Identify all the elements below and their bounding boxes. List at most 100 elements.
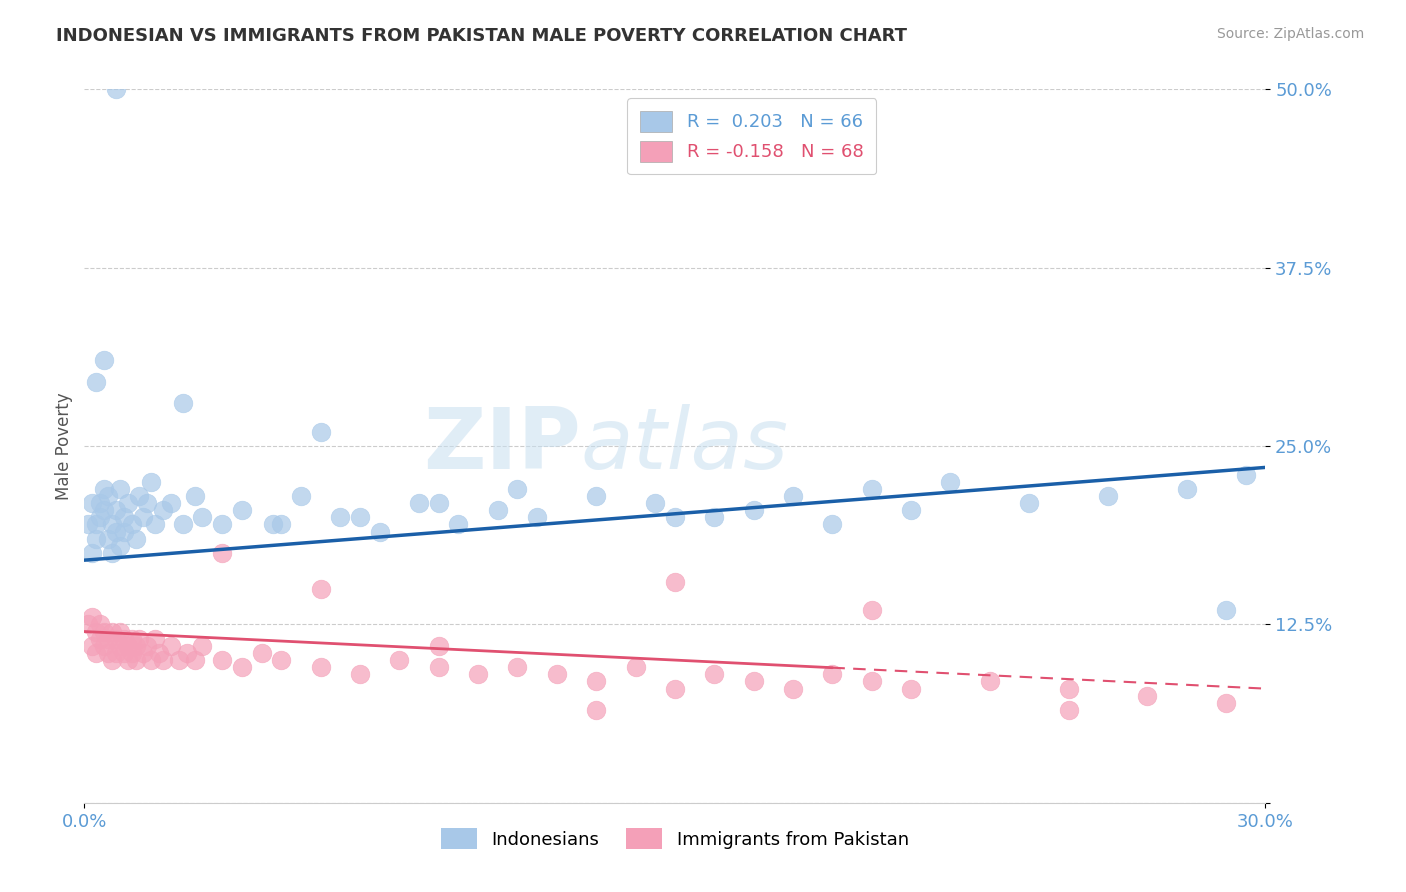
Point xyxy=(309,425,332,439)
Point xyxy=(309,660,332,674)
Point xyxy=(742,674,765,689)
Point xyxy=(368,524,391,539)
Point xyxy=(84,517,107,532)
Point xyxy=(939,475,962,489)
Point xyxy=(89,617,111,632)
Point xyxy=(160,496,183,510)
Point xyxy=(860,482,883,496)
Text: atlas: atlas xyxy=(581,404,789,488)
Point xyxy=(167,653,190,667)
Point xyxy=(309,582,332,596)
Point xyxy=(108,624,131,639)
Point xyxy=(121,632,143,646)
Point xyxy=(1215,603,1237,617)
Point xyxy=(231,660,253,674)
Point xyxy=(104,82,127,96)
Point xyxy=(152,653,174,667)
Point xyxy=(152,503,174,517)
Point xyxy=(136,496,159,510)
Point xyxy=(644,496,666,510)
Point xyxy=(112,510,135,524)
Point xyxy=(112,524,135,539)
Point xyxy=(782,489,804,503)
Point xyxy=(176,646,198,660)
Point xyxy=(664,681,686,696)
Point xyxy=(112,646,135,660)
Point xyxy=(104,503,127,517)
Point xyxy=(172,517,194,532)
Point xyxy=(408,496,430,510)
Point xyxy=(211,653,233,667)
Point xyxy=(290,489,312,503)
Point xyxy=(148,646,170,660)
Point xyxy=(97,532,120,546)
Point xyxy=(124,639,146,653)
Point xyxy=(101,653,124,667)
Point xyxy=(128,632,150,646)
Point xyxy=(183,489,205,503)
Point xyxy=(349,510,371,524)
Point xyxy=(104,524,127,539)
Text: Source: ZipAtlas.com: Source: ZipAtlas.com xyxy=(1216,27,1364,41)
Point xyxy=(124,532,146,546)
Point xyxy=(486,503,509,517)
Point xyxy=(427,639,450,653)
Point xyxy=(900,681,922,696)
Point xyxy=(84,646,107,660)
Point xyxy=(101,517,124,532)
Point xyxy=(172,396,194,410)
Point xyxy=(262,517,284,532)
Point xyxy=(526,510,548,524)
Point xyxy=(82,546,104,560)
Point xyxy=(427,496,450,510)
Point xyxy=(1097,489,1119,503)
Point xyxy=(388,653,411,667)
Point xyxy=(1057,703,1080,717)
Point xyxy=(742,503,765,517)
Point xyxy=(97,632,120,646)
Point xyxy=(117,653,139,667)
Point xyxy=(104,632,127,646)
Point xyxy=(782,681,804,696)
Point xyxy=(128,489,150,503)
Legend: Indonesians, Immigrants from Pakistan: Indonesians, Immigrants from Pakistan xyxy=(432,819,918,858)
Point xyxy=(117,639,139,653)
Point xyxy=(108,482,131,496)
Point xyxy=(860,674,883,689)
Point xyxy=(77,617,100,632)
Point xyxy=(231,503,253,517)
Point xyxy=(1175,482,1198,496)
Y-axis label: Male Poverty: Male Poverty xyxy=(55,392,73,500)
Point xyxy=(132,510,155,524)
Point xyxy=(585,489,607,503)
Point xyxy=(191,639,214,653)
Point xyxy=(124,653,146,667)
Point xyxy=(136,639,159,653)
Point xyxy=(93,353,115,368)
Point xyxy=(821,667,844,681)
Point xyxy=(467,667,489,681)
Point xyxy=(108,639,131,653)
Point xyxy=(664,574,686,589)
Point xyxy=(89,632,111,646)
Point xyxy=(860,603,883,617)
Point xyxy=(89,510,111,524)
Point xyxy=(117,496,139,510)
Point xyxy=(427,660,450,674)
Point xyxy=(97,646,120,660)
Point xyxy=(121,517,143,532)
Point xyxy=(183,653,205,667)
Point xyxy=(821,517,844,532)
Point xyxy=(101,624,124,639)
Point xyxy=(624,660,647,674)
Point xyxy=(270,653,292,667)
Point xyxy=(349,667,371,681)
Point xyxy=(1057,681,1080,696)
Text: ZIP: ZIP xyxy=(423,404,581,488)
Point xyxy=(93,624,115,639)
Point xyxy=(160,639,183,653)
Point xyxy=(211,546,233,560)
Point xyxy=(506,660,529,674)
Text: INDONESIAN VS IMMIGRANTS FROM PAKISTAN MALE POVERTY CORRELATION CHART: INDONESIAN VS IMMIGRANTS FROM PAKISTAN M… xyxy=(56,27,907,45)
Point xyxy=(97,489,120,503)
